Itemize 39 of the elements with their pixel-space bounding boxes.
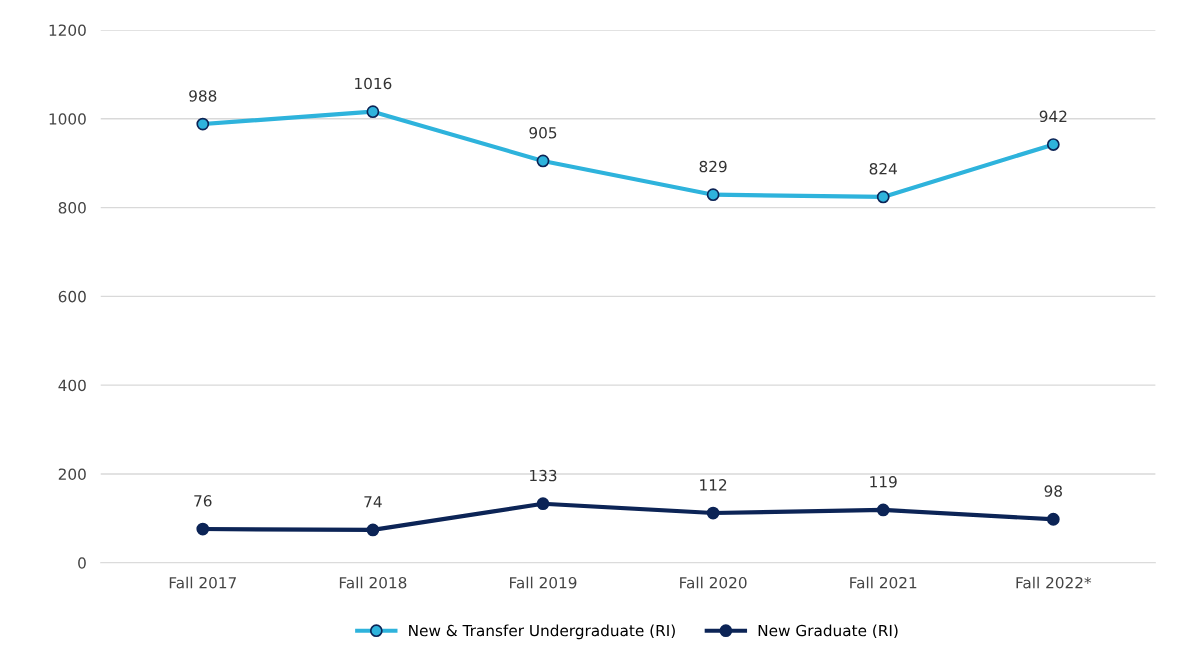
data-label: 133 [530,469,557,482]
data-label: 98 [1044,485,1062,497]
data-label: 824 [869,162,897,175]
data-label: 905 [529,126,557,139]
y-tick-label: 0 [78,557,86,569]
data-label: 829 [699,160,727,173]
y-tick-label: 1200 [49,24,86,36]
legend-label: New & Transfer Undergraduate (RI) [409,624,675,640]
data-label: 74 [364,496,382,508]
x-tick-label: Fall 2019 [510,576,577,589]
point [196,117,210,131]
x-tick-label: Fall 2017 [169,576,236,589]
data-label: 942 [1039,110,1067,123]
data-label: 112 [700,479,727,491]
y-tick-label: 400 [58,379,86,392]
y-tick-label: 1000 [49,113,86,125]
data-label: 119 [870,475,897,488]
y-tick-label: 200 [58,468,86,480]
data-label: 988 [189,90,217,102]
legend-label: New Graduate (RI) [758,624,898,639]
point [366,105,380,119]
data-label: 76 [194,495,212,507]
x-tick-label: Fall 2021 [850,576,917,589]
point [1046,138,1060,151]
point [876,503,890,517]
point [706,506,720,520]
y-tick-label: 800 [58,202,86,214]
x-tick-label: Fall 2018 [339,576,407,589]
point [366,523,380,537]
point [536,497,550,511]
point [706,188,720,202]
data-label: 1016 [355,77,392,90]
point [876,190,890,204]
x-tick-label: Fall 2022* [1016,576,1092,589]
y-tick-label: 600 [58,290,86,303]
point [536,154,550,168]
point [1046,512,1060,526]
point [196,522,210,536]
x-tick-label: Fall 2020 [680,576,747,589]
